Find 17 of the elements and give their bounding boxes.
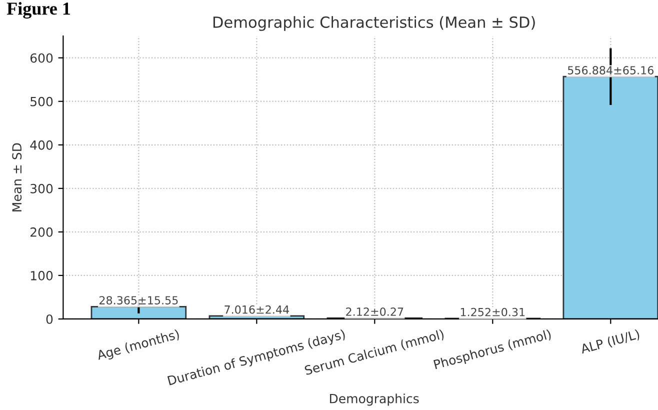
caption: Figure 1 [6,2,70,19]
y-tick-label: 100 [30,270,53,280]
data-label: 7.016±2.44 [224,305,289,314]
y-tick-label: 500 [30,96,53,106]
x-tick-label: ALP (IU/L) [580,328,640,356]
data-label: 2.12±0.27 [346,308,404,316]
y-tick-label: 600 [30,53,53,63]
data-label: 556.884±65.16 [568,66,654,74]
y-tick-label: 300 [30,184,53,194]
chart-title: Demographic Characteristics (Mean ± SD) [213,16,535,31]
y-tick-label: 400 [30,140,53,150]
data-label: 28.365±15.55 [99,296,178,304]
y-tick-label: 200 [30,227,53,237]
data-label: 1.252±0.31 [460,308,525,316]
x-axis-title: Demographics [330,394,419,406]
y-axis-title: Mean ± SD [12,143,22,212]
y-tick-label: 0 [46,314,53,324]
